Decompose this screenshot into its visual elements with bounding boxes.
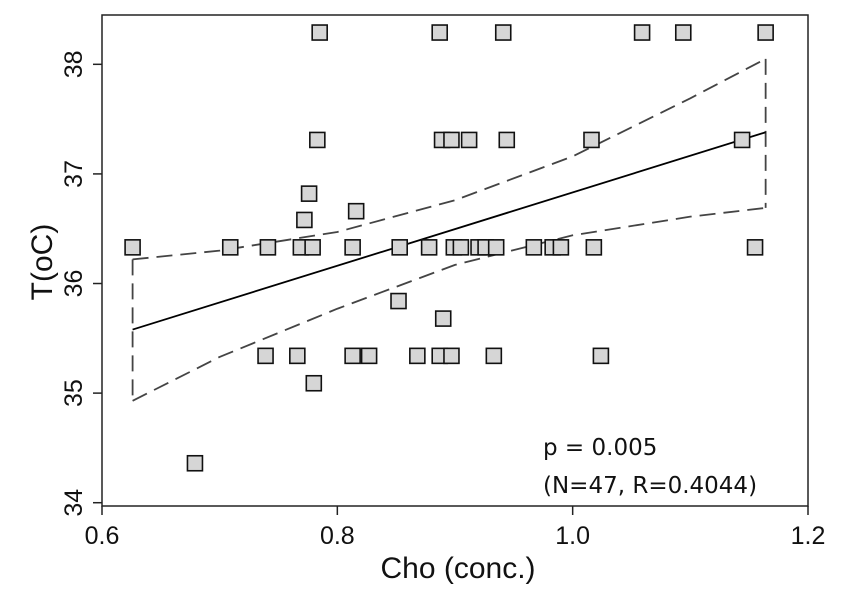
data-point: [633, 24, 651, 41]
data-point: [344, 347, 361, 365]
x-tick-label: 1.0: [555, 522, 590, 550]
data-point: [583, 131, 600, 149]
data-point: [431, 24, 449, 41]
data-point: [257, 347, 274, 365]
y-axis-ticks: 34 35 36 37 38: [60, 50, 102, 517]
data-point: [420, 239, 438, 256]
data-point: [443, 131, 460, 149]
annotation-n-r: (N=47, R=0.4044): [543, 473, 757, 499]
data-point: [443, 347, 460, 365]
data-point: [390, 292, 407, 310]
y-tick-label: 38: [60, 50, 88, 78]
data-point: [757, 24, 774, 41]
data-point: [391, 239, 408, 256]
data-point: [296, 211, 313, 229]
data-point: [733, 131, 751, 149]
x-tick-label: 0.8: [320, 522, 355, 550]
annotation-p-value: p = 0.005: [543, 435, 657, 461]
data-point: [552, 239, 570, 256]
y-tick-label: 37: [60, 160, 88, 188]
data-point: [585, 239, 603, 256]
data-point: [300, 185, 318, 202]
data-point: [487, 239, 505, 256]
y-tick-label: 35: [60, 379, 88, 407]
data-point: [289, 347, 306, 365]
data-point: [221, 239, 239, 256]
data-point: [434, 310, 452, 327]
confidence-band: [131, 58, 767, 402]
data-point: [460, 131, 478, 149]
data-point: [746, 239, 764, 256]
x-axis-ticks: 0.6 0.8 1.0 1.2: [85, 506, 826, 550]
plot-frame: [101, 14, 809, 507]
x-tick-label: 0.6: [85, 522, 120, 550]
data-point: [124, 239, 141, 256]
data-points: [124, 24, 774, 472]
data-point: [485, 347, 503, 365]
data-point: [674, 24, 692, 41]
x-tick-label: 1.2: [791, 522, 826, 550]
data-point: [494, 24, 512, 41]
data-point: [344, 239, 361, 256]
ci-lower-line: [132, 206, 766, 402]
data-point: [592, 347, 610, 365]
y-axis-title: T(oC): [26, 224, 59, 301]
y-tick-label: 36: [60, 270, 88, 298]
data-point: [347, 202, 365, 220]
ci-upper-line: [132, 58, 767, 261]
data-point: [360, 347, 378, 365]
data-point: [409, 347, 426, 365]
data-point: [259, 239, 277, 256]
data-point: [452, 239, 470, 256]
data-point: [525, 239, 543, 256]
y-tick-label: 34: [60, 489, 88, 517]
data-point: [304, 239, 321, 256]
regression-line: [132, 131, 766, 331]
x-axis-title: Cho (conc.): [380, 552, 535, 585]
data-point: [305, 374, 323, 392]
data-point: [498, 131, 516, 149]
data-point: [186, 454, 204, 472]
data-point: [309, 131, 326, 149]
data-point: [311, 24, 328, 41]
